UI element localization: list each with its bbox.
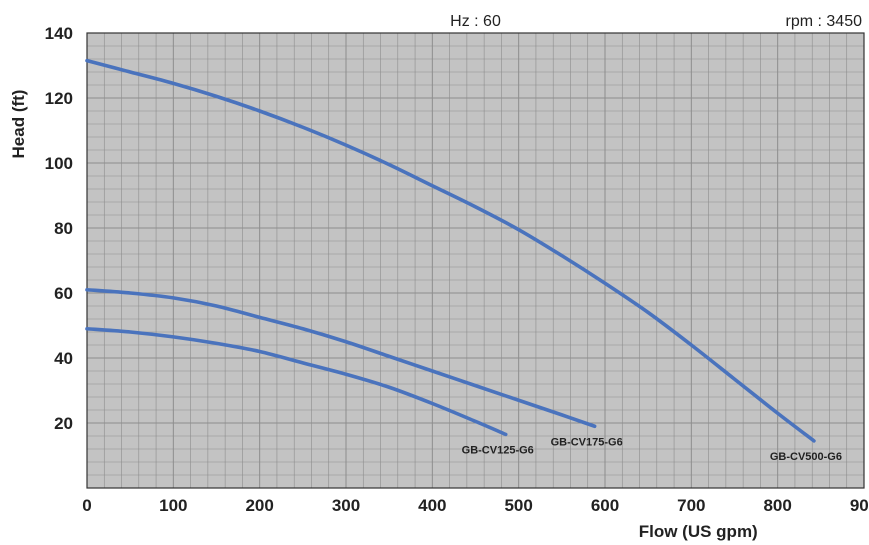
y-tick-label: 80	[54, 219, 73, 238]
x-tick-label: 200	[245, 496, 273, 515]
y-tick-label: 60	[54, 284, 73, 303]
curve-label: GB-CV175-G6	[551, 436, 623, 448]
y-tick-label: 100	[45, 154, 73, 173]
y-tick-label: 20	[54, 414, 73, 433]
y-tick-label: 120	[45, 89, 73, 108]
curve-labels: GB-CV125-G6 GB-CV175-G6 GB-CV500-G6	[462, 436, 842, 463]
plot-area	[87, 33, 864, 488]
curves	[85, 58, 816, 443]
x-tick-label: 900	[850, 496, 869, 515]
curve-label: GB-CV500-G6	[770, 451, 842, 463]
x-tick-label: 100	[159, 496, 187, 515]
x-tick-label: 500	[504, 496, 532, 515]
grid-minor	[87, 33, 864, 488]
curve-gb-cv125-g6	[85, 326, 508, 437]
x-tick-label: 300	[332, 496, 360, 515]
frequency-label: Hz : 60	[450, 13, 501, 30]
curve-gb-cv500-g6	[85, 58, 816, 443]
y-tick-label: 40	[54, 349, 73, 368]
y-axis-label: Head (ft)	[9, 90, 28, 159]
curve-gb-cv175-g6	[85, 287, 597, 429]
y-tick-labels: 20 40 60 80 100 120 140	[45, 24, 73, 433]
rpm-label: rpm : 3450	[786, 13, 863, 30]
x-tick-labels: 0 100 200 300 400 500 600 700 800 900	[82, 496, 869, 515]
x-tick-label: 600	[591, 496, 619, 515]
curve-label: GB-CV125-G6	[462, 444, 534, 456]
plot-frame	[86, 32, 865, 489]
x-tick-label: 800	[763, 496, 791, 515]
x-tick-label: 0	[82, 496, 91, 515]
x-tick-label: 700	[677, 496, 705, 515]
x-tick-label: 400	[418, 496, 446, 515]
x-axis-label: Flow (US gpm)	[639, 522, 758, 541]
y-tick-label: 140	[45, 24, 73, 43]
